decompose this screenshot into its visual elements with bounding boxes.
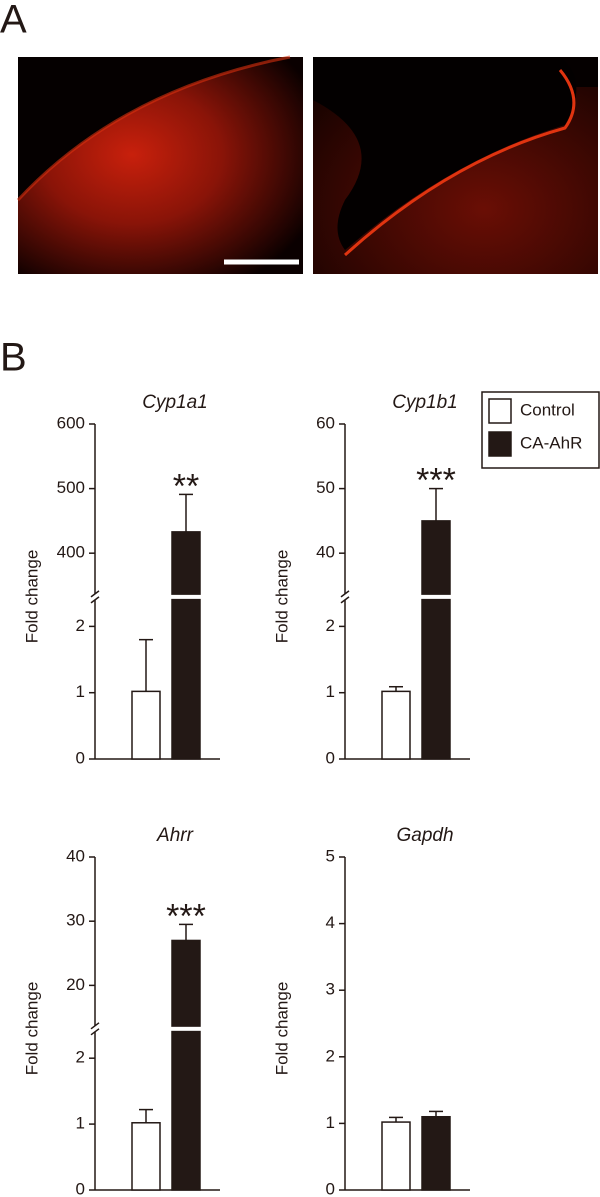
significance: *** <box>416 462 456 500</box>
bar <box>421 520 451 760</box>
micrograph <box>16 55 303 274</box>
chart-title: Cyp1a1 <box>142 392 208 413</box>
bar <box>421 1115 451 1191</box>
chart-title: Cyp1b1 <box>392 392 458 413</box>
panel-label: B <box>0 336 27 380</box>
y-tick-label: 40 <box>316 543 335 562</box>
y-tick-label: 40 <box>66 846 85 865</box>
axis-break <box>170 594 202 599</box>
legend <box>481 391 600 469</box>
axis-break <box>90 590 100 598</box>
y-tick-label: 1 <box>76 682 85 701</box>
micrograph <box>313 57 598 274</box>
y-tick-label: 0 <box>326 1179 335 1197</box>
panel-label: A <box>0 0 27 42</box>
y-tick-label: 4 <box>326 913 335 932</box>
y-tick-label: 20 <box>66 975 85 994</box>
axis-break <box>340 596 350 604</box>
y-tick-label: 400 <box>57 543 85 562</box>
legend-swatch <box>488 431 512 457</box>
bar <box>131 690 161 760</box>
y-tick-label: 1 <box>326 682 335 701</box>
significance: ** <box>173 467 199 505</box>
y-tick-label: 600 <box>57 413 85 432</box>
legend-label: CA-AhR <box>520 433 582 452</box>
y-tick-label: 60 <box>316 413 335 432</box>
y-tick-label: 5 <box>326 846 335 865</box>
y-tick-label: 30 <box>66 911 85 930</box>
y-tick-label: 0 <box>76 1179 85 1197</box>
bar <box>381 690 411 760</box>
axis-break <box>90 1022 100 1030</box>
axis-break <box>420 594 452 599</box>
chart-title: Ahrr <box>156 825 194 846</box>
y-tick-label: 1 <box>76 1114 85 1133</box>
bar <box>171 531 201 760</box>
y-tick-label: 2 <box>326 616 335 635</box>
legend-swatch <box>488 398 512 424</box>
y-tick-label: 500 <box>57 478 85 497</box>
y-tick-label: 2 <box>326 1046 335 1065</box>
y-axis-label: Fold change <box>272 550 291 644</box>
y-axis-label: Fold change <box>22 550 41 644</box>
legend-label: Control <box>520 400 575 419</box>
axis-break <box>90 596 100 604</box>
y-tick-label: 1 <box>326 1113 335 1132</box>
y-tick-label: 3 <box>326 980 335 999</box>
y-tick-label: 0 <box>326 748 335 767</box>
chart-title: Gapdh <box>396 825 453 846</box>
axis-break <box>90 1028 100 1036</box>
bar <box>131 1122 161 1191</box>
y-tick-label: 2 <box>76 616 85 635</box>
bar <box>381 1121 411 1191</box>
axis-break <box>340 590 350 598</box>
y-axis-label: Fold change <box>22 982 41 1076</box>
significance: *** <box>166 897 206 935</box>
y-tick-label: 2 <box>76 1048 85 1067</box>
y-tick-label: 0 <box>76 748 85 767</box>
y-tick-label: 50 <box>316 478 335 497</box>
y-axis-label: Fold change <box>272 982 291 1076</box>
bar <box>171 939 201 1191</box>
axis-break <box>170 1026 202 1031</box>
